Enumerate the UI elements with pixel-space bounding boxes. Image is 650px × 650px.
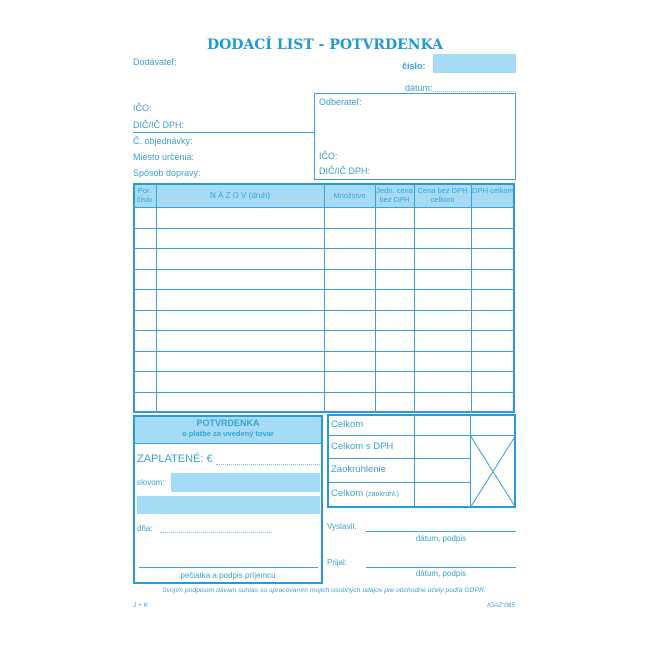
receipt-header-fill [133,415,323,443]
supplier-ico: IČO: [133,103,152,113]
table-row[interactable] [133,248,515,249]
table-row[interactable] [133,371,515,372]
total-vat-label: Celkom s DPH [331,441,394,452]
col-unit-price: Jedn. cena bez DPH [376,186,413,204]
form-code: IGAZ 065 [487,602,515,609]
col-number: Por. číslo [136,186,153,204]
divider [133,132,314,133]
col-name: N Á Z O V (druh) [209,191,270,200]
customer-ico: IČO: [319,151,338,161]
supplier-dic: DIČ/IČ DPH: [133,120,185,130]
crossed-cell [470,435,516,508]
customer-box[interactable] [314,93,516,180]
destination-label: Miesto určenia: [133,152,195,162]
publisher: J + K [133,602,148,609]
table-column-divider [414,183,415,413]
stamp-line[interactable] [139,567,318,568]
stamp-label: pečiatka a podpis príjemcu [180,571,276,580]
number-field[interactable] [433,54,516,73]
divider [327,482,470,483]
date-field[interactable] [433,91,516,92]
words-field-2[interactable] [137,496,320,514]
table-row[interactable] [133,351,515,352]
paid-field[interactable] [216,464,320,465]
totals-box [327,414,516,508]
table-column-divider [324,183,325,413]
table-column-divider [471,183,472,413]
day-label: dňa: [137,524,153,533]
divider [414,414,415,508]
transport-label: Spôsob dopravy: [133,168,201,178]
form-title: DODACÍ LIST - POTVRDENKA [206,37,444,53]
date-label: dátum: [405,83,433,93]
customer-label: Odberateľ: [319,97,362,107]
customer-dic: DIČ/IČ DPH: [319,166,371,176]
received-label: Prijal: [327,558,348,567]
gdpr-note: Svojím podpisom dávam súhlas so spracova… [162,587,486,594]
col-total-no-vat: Cena bez DPH celkom [417,186,468,204]
total-rounded-text: Celkom [331,488,364,499]
receipt-box [133,415,323,584]
col-quantity: Množstvo [333,191,366,200]
day-field[interactable] [160,532,272,533]
divider [470,414,471,508]
col-vat: DPH celkom [472,186,514,195]
receipt-subtitle: o platbe za uvedený tovar [182,429,274,438]
table-row[interactable] [133,207,515,208]
table-row[interactable] [133,310,515,311]
issued-signature-line[interactable] [366,531,516,532]
supplier-label: Dodávateľ: [133,57,177,67]
order-label: Č. objednávky: [133,136,193,146]
table-column-divider [375,183,376,413]
divider [133,443,323,444]
issued-label: Vystavil: [327,522,357,531]
received-signature-line[interactable] [366,567,516,568]
receipt-title: POTVRDENKA [196,418,260,428]
table-row[interactable] [133,330,515,331]
table-column-divider [156,183,157,413]
total-rounded-label: Celkom (zaokrúhl.) [331,488,399,499]
table-row[interactable] [133,392,515,393]
total-label: Celkom [331,419,364,430]
issued-date-sign: dátum, podpis [415,534,467,543]
received-date-sign: dátum, podpis [415,569,467,578]
paid-label: ZAPLATENÉ: € [137,453,213,465]
table-row[interactable] [133,269,515,270]
divider [327,458,470,459]
divider [327,435,516,436]
rounded-note: (zaokrúhl.) [365,491,399,498]
words-field[interactable] [171,473,320,492]
table-row[interactable] [133,289,515,290]
table-row[interactable] [133,228,515,229]
rounding-label: Zaokrúhlenie [331,464,386,475]
words-label: slovom: [137,478,165,487]
number-label: číslo: [402,61,426,71]
